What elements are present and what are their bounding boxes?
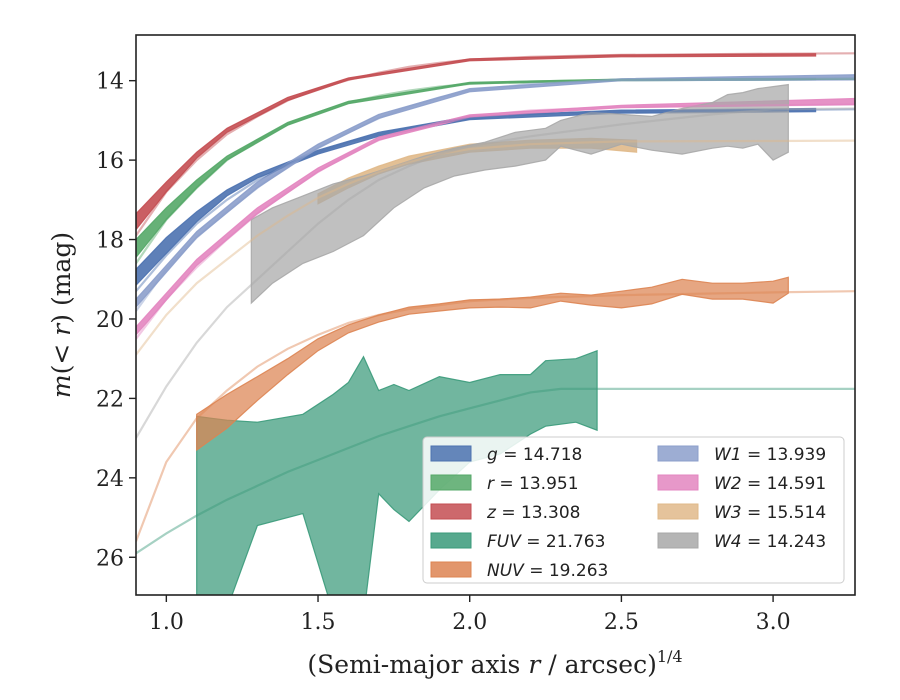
legend-label-nuv: NUV = 19.263 <box>487 561 608 581</box>
x-tick-label: 3.0 <box>756 610 791 635</box>
legend-swatch-z <box>430 503 472 520</box>
plot-frame <box>135 34 856 596</box>
band-w2 <box>136 97 855 336</box>
legend-swatch-nuv <box>430 561 472 578</box>
legend-label-z: z = 13.308 <box>486 503 580 523</box>
y-tick-label: 18 <box>96 229 124 254</box>
x-axis-label: (Semi-major axis r / arcsec)1/4 <box>307 647 682 679</box>
curve-z <box>136 52 855 237</box>
x-tick-label: 2.0 <box>452 610 487 635</box>
y-tick-label: 24 <box>96 467 124 492</box>
y-axis-ticks: 14 16 18 20 22 24 26 <box>96 70 136 571</box>
curve-fuv <box>136 387 855 555</box>
x-tick-label: 2.5 <box>604 610 639 635</box>
series-lines <box>136 52 855 555</box>
band-w4 <box>250 83 789 305</box>
legend-swatch-w1 <box>657 445 699 462</box>
legend-label-fuv: FUV = 21.763 <box>487 532 605 552</box>
band-z <box>136 53 817 231</box>
legend: g = 14.718 r = 13.951 z = 13.308 FUV = 21.7… <box>422 436 845 584</box>
y-tick-label: 22 <box>96 387 124 412</box>
legend-label-r: r = 13.951 <box>487 474 579 494</box>
y-tick-label: 16 <box>96 149 124 174</box>
y-tick-label: 26 <box>96 546 124 571</box>
x-axis-ticks: 1.0 1.5 2.0 2.5 3.0 <box>149 595 791 635</box>
curve-g <box>136 108 855 292</box>
legend-swatch-fuv <box>430 532 472 549</box>
band-fuv <box>196 349 598 595</box>
curve-w4 <box>136 107 855 439</box>
band-g <box>136 107 817 287</box>
series-bands <box>136 53 855 595</box>
legend-swatch-w2 <box>657 474 699 491</box>
legend-label-w3: W3 = 15.514 <box>714 503 826 523</box>
legend-swatch-w3 <box>657 503 699 520</box>
legend-box <box>422 436 845 584</box>
legend-label-g: g = 14.718 <box>487 445 582 465</box>
legend-label-w4: W4 = 14.243 <box>714 532 826 552</box>
band-w1 <box>136 74 855 309</box>
curve-w3 <box>136 139 855 356</box>
legend-swatch-w4 <box>657 532 699 549</box>
y-tick-label: 14 <box>96 70 124 95</box>
curve-w2 <box>136 103 855 340</box>
legend-label-w2: W2 = 14.591 <box>714 474 826 494</box>
curve-r <box>136 77 855 265</box>
y-axis-label: m(< r) (mag) <box>47 232 76 398</box>
legend-label-w1: W1 = 13.939 <box>714 445 826 465</box>
legend-swatch-g <box>430 445 472 462</box>
x-tick-label: 1.0 <box>149 610 184 635</box>
legend-swatch-r <box>430 474 472 491</box>
curve-w1 <box>136 77 855 312</box>
curve-nuv <box>136 290 855 542</box>
band-nuv <box>196 276 789 452</box>
x-tick-label: 1.5 <box>301 610 336 635</box>
y-tick-label: 20 <box>96 308 124 333</box>
